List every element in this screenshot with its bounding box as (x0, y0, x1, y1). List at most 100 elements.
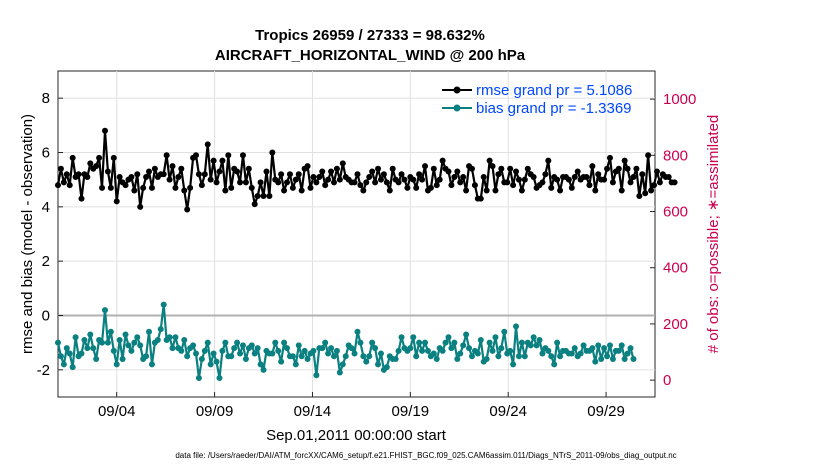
rmse-point (122, 182, 129, 189)
bias-point (539, 350, 546, 357)
bias-point (278, 358, 285, 365)
bias-point (336, 369, 343, 376)
y-axis-right: 0 200 400 600 800 1000 (650, 91, 696, 389)
bias-point (330, 353, 337, 360)
rmse-point (413, 184, 420, 191)
bias-point (419, 347, 426, 354)
rmse-point (460, 173, 467, 180)
rmse-point (322, 182, 329, 189)
bias-point (601, 345, 608, 352)
rmse-point (198, 182, 205, 189)
rmse-point (633, 165, 640, 172)
rmse-point (292, 176, 299, 183)
bias-point (357, 339, 364, 346)
rmse-point (175, 173, 182, 180)
rmse-point (234, 168, 241, 175)
rmse-point (260, 192, 267, 199)
bias-point (468, 353, 475, 360)
y-right-tick-label: 400 (663, 260, 688, 277)
y-right-tick-label: 200 (663, 316, 688, 333)
bias-point (548, 353, 555, 360)
rmse-point (219, 157, 226, 164)
rmse-point (107, 184, 114, 191)
rmse-point (60, 179, 67, 186)
rmse-point (586, 182, 593, 189)
rmse-point (595, 171, 602, 178)
rmse-point (204, 141, 211, 148)
rmse-point (618, 187, 625, 194)
rmse-point (642, 190, 649, 197)
rmse-point (416, 171, 423, 178)
rmse-point (492, 187, 499, 194)
bias-point (454, 355, 461, 362)
rmse-point (169, 163, 176, 170)
legend-rmse-marker (453, 86, 461, 94)
rmse-point (113, 198, 120, 205)
bias-point (231, 345, 238, 352)
bias-point (477, 336, 484, 343)
bias-point (492, 334, 499, 341)
y-right-tick-label: 800 (663, 147, 688, 164)
bias-point (239, 342, 246, 349)
rmse-point (284, 179, 291, 186)
rmse-point (375, 165, 382, 172)
bias-point (466, 345, 473, 352)
bias-point (104, 339, 111, 346)
bias-point (66, 350, 73, 357)
rmse-point (319, 168, 326, 175)
x-tick-label: 09/14 (294, 403, 332, 420)
bias-point (495, 353, 502, 360)
rmse-point (201, 171, 208, 178)
bias-point (507, 347, 514, 354)
rmse-point (457, 179, 464, 186)
rmse-point (545, 157, 552, 164)
bias-point (395, 347, 402, 354)
bias-point (298, 353, 305, 360)
rmse-point (295, 171, 302, 178)
rmse-point (609, 179, 616, 186)
rmse-point (653, 168, 660, 175)
rmse-point (298, 187, 305, 194)
bias-point (166, 334, 173, 341)
bias-point (369, 339, 376, 346)
rmse-point (328, 168, 335, 175)
bias-point (116, 336, 123, 343)
bias-point (172, 334, 179, 341)
bias-point (90, 345, 97, 352)
bias-point (57, 353, 64, 360)
bias-point (213, 358, 220, 365)
rmse-point (275, 179, 282, 186)
rmse-point (148, 184, 155, 191)
bias-point (184, 353, 191, 360)
bias-point (169, 345, 176, 352)
rmse-point (539, 179, 546, 186)
bias-point (69, 364, 76, 371)
rmse-point (87, 160, 94, 167)
rmse-point (571, 173, 578, 180)
x-tick-label: 09/29 (587, 403, 625, 420)
legend: rmse grand pr = 5.1086 bias grand pr = -… (442, 82, 632, 117)
rmse-point (589, 163, 596, 170)
rmse-point (495, 171, 502, 178)
rmse-point (445, 168, 452, 175)
bias-point (398, 334, 405, 341)
rmse-point (436, 176, 443, 183)
bias-point (486, 339, 493, 346)
rmse-point (131, 187, 138, 194)
x-tick-label: 09/04 (98, 403, 136, 420)
bias-point (533, 342, 540, 349)
bias-point (521, 353, 528, 360)
bias-point (377, 350, 384, 357)
bias-point (463, 331, 470, 338)
bias-point (269, 350, 276, 357)
rmse-point (216, 168, 223, 175)
rmse-point (351, 179, 358, 186)
rmse-point (63, 171, 70, 178)
rmse-point (483, 187, 490, 194)
y-left-tick-label: 4 (42, 199, 50, 216)
bias-point (310, 347, 317, 354)
rmse-point (248, 184, 255, 191)
rmse-point (289, 184, 296, 191)
rmse-point (266, 192, 273, 199)
bias-point (366, 353, 373, 360)
